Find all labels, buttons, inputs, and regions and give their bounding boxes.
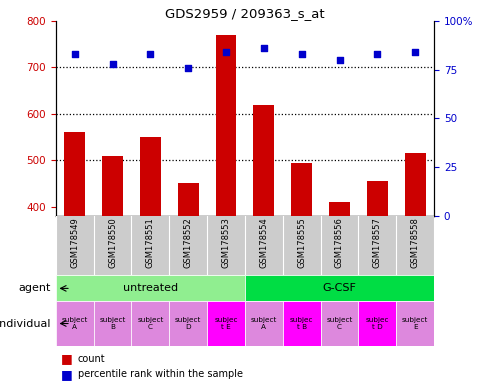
Text: subject
C: subject C xyxy=(137,317,163,330)
Text: GSM178553: GSM178553 xyxy=(221,218,230,268)
Bar xyxy=(329,202,349,216)
Point xyxy=(373,51,380,57)
Text: GSM178558: GSM178558 xyxy=(410,218,419,268)
Bar xyxy=(358,301,395,346)
Text: G-CSF: G-CSF xyxy=(322,283,356,293)
Text: GSM178554: GSM178554 xyxy=(259,218,268,268)
Point xyxy=(184,65,192,71)
Text: subject
C: subject C xyxy=(326,317,352,330)
Text: ■: ■ xyxy=(60,368,72,381)
Point xyxy=(410,49,418,55)
Bar xyxy=(404,153,424,216)
Text: subject
A: subject A xyxy=(250,317,276,330)
Text: GSM178549: GSM178549 xyxy=(70,218,79,268)
Text: subject
A: subject A xyxy=(61,317,88,330)
Point xyxy=(335,57,343,63)
Point xyxy=(222,49,229,55)
Point xyxy=(259,45,267,51)
Text: GSM178555: GSM178555 xyxy=(297,218,305,268)
Bar xyxy=(395,301,433,346)
Text: GSM178551: GSM178551 xyxy=(146,218,154,268)
Point xyxy=(297,51,305,57)
Text: subjec
t B: subjec t B xyxy=(289,317,313,330)
Bar xyxy=(140,137,160,216)
Text: untreated: untreated xyxy=(122,283,178,293)
Bar xyxy=(253,104,273,216)
Text: individual: individual xyxy=(0,318,51,329)
Bar xyxy=(282,301,320,346)
Bar xyxy=(207,301,244,346)
Bar xyxy=(244,301,282,346)
Text: subjec
t D: subjec t D xyxy=(365,317,388,330)
Bar xyxy=(320,301,358,346)
Point xyxy=(146,51,154,57)
Text: count: count xyxy=(77,354,105,364)
Point xyxy=(108,61,116,67)
Bar xyxy=(56,301,93,346)
Text: GSM178557: GSM178557 xyxy=(372,218,381,268)
Bar xyxy=(93,301,131,346)
Bar xyxy=(102,156,122,216)
Text: GSM178550: GSM178550 xyxy=(108,218,117,268)
Point xyxy=(71,51,78,57)
Text: subject
D: subject D xyxy=(175,317,201,330)
Bar xyxy=(178,184,198,216)
Text: agent: agent xyxy=(18,283,51,293)
Text: GSM178552: GSM178552 xyxy=(183,218,192,268)
Text: GSM178556: GSM178556 xyxy=(334,218,343,268)
Bar xyxy=(244,275,433,301)
Bar xyxy=(56,275,244,301)
Text: percentile rank within the sample: percentile rank within the sample xyxy=(77,369,242,379)
Title: GDS2959 / 209363_s_at: GDS2959 / 209363_s_at xyxy=(165,7,324,20)
Bar xyxy=(169,301,207,346)
Text: ■: ■ xyxy=(60,353,72,366)
Bar xyxy=(131,301,169,346)
Text: subject
B: subject B xyxy=(99,317,125,330)
Bar xyxy=(64,132,85,216)
Bar xyxy=(215,35,236,216)
Bar xyxy=(291,164,311,216)
Bar xyxy=(366,180,387,216)
Text: subjec
t E: subjec t E xyxy=(214,317,237,330)
Text: subject
E: subject E xyxy=(401,317,427,330)
